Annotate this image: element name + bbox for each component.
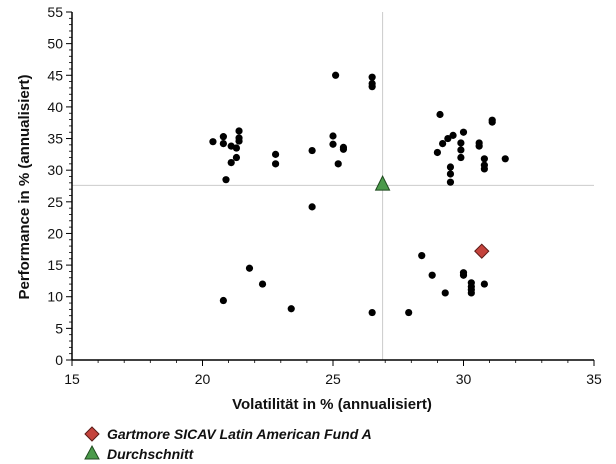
data-point: [457, 146, 465, 154]
y-tick-label: 55: [47, 4, 63, 20]
data-point: [480, 165, 488, 173]
x-tick-label: 25: [325, 371, 341, 387]
x-axis-title: Volatilität in % (annualisiert): [232, 396, 432, 413]
legend-item-fund: Gartmore SICAV Latin American Fund A: [84, 426, 372, 442]
y-tick-label: 5: [55, 320, 63, 336]
data-point: [457, 139, 465, 147]
data-point: [258, 280, 267, 288]
y-tick-label: 0: [55, 352, 63, 368]
y-tick-label: 30: [47, 162, 63, 178]
data-point: [475, 142, 483, 150]
data-point: [501, 155, 509, 163]
x-tick-label: 20: [195, 371, 211, 387]
tick-marks: [66, 11, 595, 366]
data-point: [219, 140, 227, 148]
data-point: [339, 145, 348, 153]
data-point: [332, 71, 340, 79]
data-point: [418, 252, 426, 260]
data-point: [334, 160, 342, 168]
data-point: [308, 203, 316, 211]
data-point: [329, 140, 337, 148]
y-tick-label: 50: [47, 36, 63, 52]
data-point: [232, 144, 241, 152]
y-tick-label: 15: [47, 257, 63, 273]
tick-labels: 0 5 10 15 20 25 30 35 40 45 50 55 15 20 25 30 35: [47, 4, 602, 387]
data-point: [449, 131, 457, 139]
data-point: [439, 140, 447, 148]
x-tick-label: 15: [64, 371, 80, 387]
data-point: [436, 110, 444, 119]
legend-label-average: Durchschnitt: [107, 446, 195, 462]
data-point: [271, 150, 280, 158]
data-points: [209, 71, 509, 317]
y-tick-label: 20: [47, 225, 63, 241]
fund-point: [474, 243, 490, 259]
data-point: [209, 138, 217, 146]
data-point: [232, 153, 241, 162]
axes: [71, 12, 594, 361]
data-point: [444, 134, 452, 143]
data-point: [405, 308, 413, 317]
data-point: [227, 158, 235, 167]
data-point: [245, 264, 254, 272]
y-tick-label: 45: [47, 67, 63, 83]
legend-triangle-icon: [84, 444, 100, 460]
x-tick-label: 35: [586, 371, 602, 387]
data-point: [222, 176, 230, 184]
data-point: [271, 160, 280, 168]
data-point: [329, 132, 337, 140]
data-point: [446, 170, 455, 178]
y-tick-label: 10: [47, 289, 63, 305]
data-point: [467, 289, 475, 297]
data-point: [441, 289, 449, 297]
legend: Gartmore SICAV Latin American Fund A Dur…: [84, 426, 372, 462]
data-point: [446, 178, 455, 186]
legend-item-average: Durchschnitt: [84, 444, 195, 462]
data-point: [457, 153, 465, 162]
data-point: [368, 83, 376, 91]
x-tick-label: 30: [456, 371, 472, 387]
data-point: [219, 133, 227, 141]
data-point: [287, 305, 295, 313]
data-point: [488, 118, 496, 126]
data-point: [480, 155, 488, 163]
y-axis-title: Performance in % (annualisiert): [16, 74, 33, 299]
data-point: [235, 134, 243, 142]
data-point: [219, 296, 227, 305]
y-tick-label: 40: [47, 99, 63, 115]
data-point: [459, 271, 468, 279]
y-tick-label: 35: [47, 131, 63, 147]
data-point: [480, 280, 488, 288]
data-point: [459, 128, 468, 136]
data-point: [433, 148, 441, 157]
data-point: [308, 146, 316, 155]
data-point: [235, 127, 243, 135]
legend-diamond-icon: [84, 426, 100, 442]
legend-label-fund: Gartmore SICAV Latin American Fund A: [107, 426, 372, 442]
y-tick-label: 25: [47, 194, 63, 210]
data-point: [368, 308, 376, 317]
average-point: [374, 174, 391, 191]
data-point: [446, 163, 455, 171]
data-point: [428, 271, 436, 279]
data-point: [368, 73, 376, 81]
reference-lines: [72, 12, 594, 360]
